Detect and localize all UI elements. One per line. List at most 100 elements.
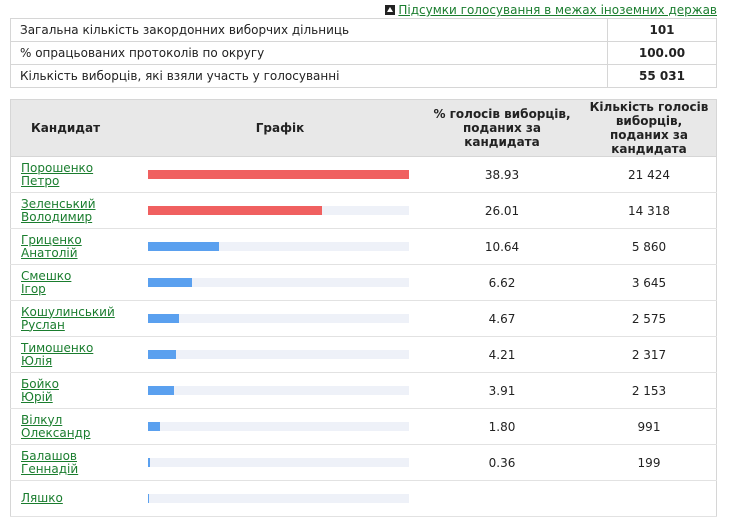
candidate-row: Смешко Ігор 6.62 3 645	[10, 264, 717, 301]
candidate-surname: Зеленський	[21, 196, 96, 211]
candidate-cell: Гриценко Анатолій	[10, 228, 138, 265]
votes-cell: 2 575	[582, 300, 717, 337]
bar-track	[148, 206, 409, 215]
graph-cell	[138, 408, 422, 445]
candidate-surname: Вілкул	[21, 412, 63, 427]
candidate-row: Вілкул Олександр 1.80 991	[10, 408, 717, 445]
votes-cell: 21 424	[582, 156, 717, 193]
bar-track	[148, 350, 409, 359]
candidate-surname: Бойко	[21, 376, 59, 391]
candidate-cell: Кошулинський Руслан	[10, 300, 138, 337]
candidate-cell: Тимошенко Юлія	[10, 336, 138, 373]
votes-cell: 14 318	[582, 192, 717, 229]
bar-fill	[148, 386, 175, 395]
bar-fill	[148, 242, 220, 251]
summary-label: Загальна кількість закордонних виборчих …	[10, 18, 608, 42]
summary-label: % опрацьованих протоколів по округу	[10, 41, 608, 65]
candidate-row: Бойко Юрій 3.91 2 153	[10, 372, 717, 409]
candidate-firstname: Володимир	[21, 209, 93, 224]
graph-cell	[138, 156, 422, 193]
header-votes: Кількість голосів виборців, поданих за к…	[582, 99, 717, 157]
candidate-firstname: Юлія	[21, 353, 53, 368]
summary-row: Загальна кількість закордонних виборчих …	[10, 18, 717, 42]
candidate-cell: Бойко Юрій	[10, 372, 138, 409]
summary-value: 101	[607, 18, 717, 42]
percent-cell: 4.21	[422, 336, 582, 373]
results-header-row: Кандидат Графік % голосів виборців, пода…	[10, 99, 717, 157]
votes-cell: 3 645	[582, 264, 717, 301]
summary-table: Загальна кількість закордонних виборчих …	[10, 18, 717, 88]
candidate-firstname: Анатолій	[21, 245, 78, 260]
candidate-cell: Вілкул Олександр	[10, 408, 138, 445]
candidate-firstname: Руслан	[21, 317, 65, 332]
candidate-surname: Гриценко	[21, 232, 82, 247]
bar-track	[148, 314, 409, 323]
abroad-summary-link[interactable]: Підсумки голосування в межах іноземних д…	[398, 3, 717, 17]
candidate-row: Зеленський Володимир 26.01 14 318	[10, 192, 717, 229]
bar-track	[148, 458, 409, 467]
percent-cell: 3.91	[422, 372, 582, 409]
graph-cell	[138, 372, 422, 409]
candidate-cell: Зеленський Володимир	[10, 192, 138, 229]
bar-fill	[148, 494, 150, 503]
candidate-surname: Балашов	[21, 448, 78, 463]
percent-cell: 38.93	[422, 156, 582, 193]
bar-track	[148, 242, 409, 251]
candidate-cell: Порошенко Петро	[10, 156, 138, 193]
candidate-surname: Смешко	[21, 268, 72, 283]
summary-row: % опрацьованих протоколів по округу 100.…	[10, 41, 717, 65]
bar-fill	[148, 278, 193, 287]
candidate-cell: Смешко Ігор	[10, 264, 138, 301]
top-summary-link-wrap: Підсумки голосування в межах іноземних д…	[385, 3, 717, 17]
bar-fill	[148, 350, 177, 359]
candidate-link[interactable]: Смешко Ігор	[21, 269, 71, 296]
bar-fill	[148, 422, 161, 431]
candidate-row: Порошенко Петро 38.93 21 424	[10, 156, 717, 193]
percent-cell: 10.64	[422, 228, 582, 265]
candidate-row: Тимошенко Юлія 4.21 2 317	[10, 336, 717, 373]
votes-cell: 2 317	[582, 336, 717, 373]
graph-cell	[138, 336, 422, 373]
candidate-link[interactable]: Бойко Юрій	[21, 377, 59, 404]
votes-cell: 199	[582, 444, 717, 481]
percent-cell: 1.80	[422, 408, 582, 445]
candidate-firstname: Юрій	[21, 389, 53, 404]
candidate-surname: Ляшко	[21, 491, 63, 505]
candidate-surname: Тимошенко	[21, 340, 94, 355]
results-table: Кандидат Графік % голосів виборців, пода…	[10, 99, 717, 517]
candidate-link[interactable]: Тимошенко Юлія	[21, 341, 93, 368]
graph-cell	[138, 228, 422, 265]
candidate-firstname: Ігор	[21, 281, 46, 296]
bar-track	[148, 386, 409, 395]
small-triangle-icon	[385, 5, 396, 15]
candidate-link[interactable]: Ляшко	[21, 491, 63, 505]
summary-value: 55 031	[607, 64, 717, 88]
bar-fill	[148, 458, 151, 467]
header-graph: Графік	[138, 99, 422, 157]
votes-cell: 5 860	[582, 228, 717, 265]
candidate-firstname: Олександр	[21, 425, 91, 440]
candidate-link[interactable]: Гриценко Анатолій	[21, 233, 82, 260]
bar-track	[148, 422, 409, 431]
candidate-link[interactable]: Балашов Геннадій	[21, 449, 78, 476]
graph-cell	[138, 264, 422, 301]
candidate-row: Гриценко Анатолій 10.64 5 860	[10, 228, 717, 265]
percent-cell: 6.62	[422, 264, 582, 301]
candidate-link[interactable]: Порошенко Петро	[21, 161, 93, 188]
candidate-link[interactable]: Вілкул Олександр	[21, 413, 90, 440]
graph-cell	[138, 300, 422, 337]
candidate-cell: Балашов Геннадій	[10, 444, 138, 481]
bar-track	[148, 494, 409, 503]
candidate-link[interactable]: Кошулинський Руслан	[21, 305, 115, 332]
candidate-firstname: Петро	[21, 173, 60, 188]
candidate-firstname: Геннадій	[21, 461, 79, 476]
candidate-surname: Порошенко	[21, 160, 94, 175]
percent-cell: 0.36	[422, 444, 582, 481]
bar-fill	[148, 314, 180, 323]
candidate-link[interactable]: Зеленський Володимир	[21, 197, 96, 224]
bar-fill	[148, 170, 409, 179]
bar-track	[148, 170, 409, 179]
header-candidate: Кандидат	[10, 99, 138, 157]
graph-cell	[138, 192, 422, 229]
summary-value: 100.00	[607, 41, 717, 65]
